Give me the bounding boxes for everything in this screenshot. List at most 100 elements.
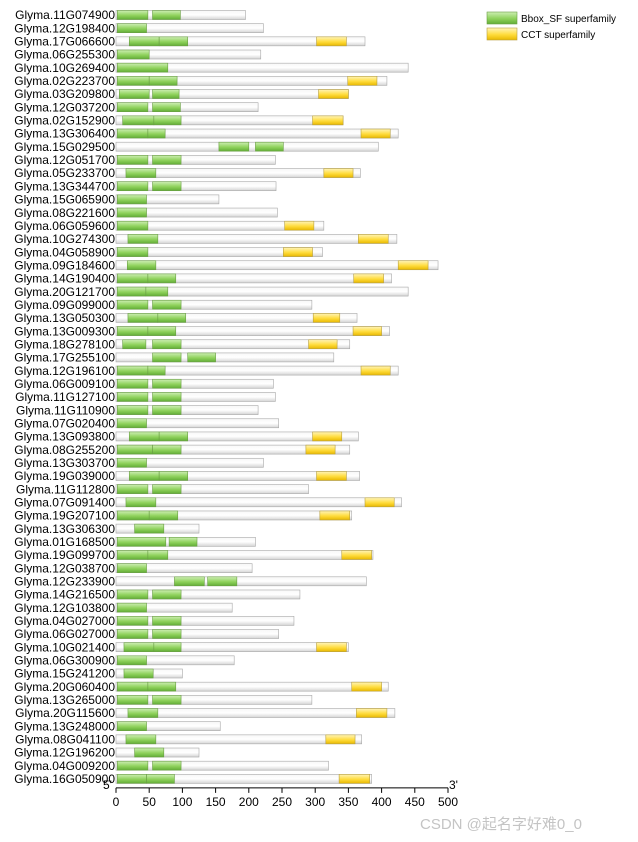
gene-row: Glyma.15G065900 [14,193,220,207]
protein-bar [115,576,367,587]
bbox-domain [152,405,182,415]
protein-bar [115,10,246,20]
protein-bar [115,352,335,363]
cct-domain [351,681,382,692]
gene-row: Glyma.04G027000 [14,614,295,628]
bbox-domain [117,774,147,784]
gene-row: Glyma.18G278100 [14,337,351,351]
gene-row: Glyma.12G198400 [14,21,264,35]
protein-bar [115,616,295,626]
bbox-domain [152,378,182,389]
gene-row: Glyma.05G233700 [14,166,361,180]
bbox-domain [127,234,159,244]
tick-label: 100 [172,795,192,809]
bbox-domain [117,563,147,573]
protein-bar [115,299,313,310]
gene-name: Glyma.05G233700 [14,166,115,180]
gene-row: Glyma.07G091400 [14,495,402,509]
gene-name: Glyma.04G009200 [14,759,115,773]
tick-label: 150 [206,795,226,809]
gene-row: Glyma.15G241200 [14,667,183,681]
legend-swatch-bbox [486,11,518,25]
gene-row: Glyma.06G027000 [14,627,279,641]
gene-row: Glyma.11G074900 [15,8,246,22]
cct-domain [318,89,349,99]
gene-row: Glyma.12G196100 [14,364,399,378]
gene-row: Glyma.06G009100 [14,377,274,391]
bbox-domain [117,392,149,402]
bbox-domain [152,155,182,165]
bbox-domain [152,102,181,112]
gene-row: Glyma.13G050300 [14,311,358,325]
tick-label: 300 [305,795,325,809]
gene-row: Glyma.10G021400 [14,640,349,654]
bbox-domain [117,23,147,33]
bbox-domain [152,629,182,639]
gene-name: Glyma.19G207100 [14,509,115,523]
gene-name: Glyma.03G209800 [14,87,115,101]
bbox-domain [117,655,147,666]
gene-row: Glyma.09G184600 [14,258,439,272]
gene-name: Glyma.13G306400 [14,127,115,141]
gene-name: Glyma.13G303700 [14,456,115,470]
gene-name: Glyma.10G021400 [14,640,115,654]
tick-label: 200 [239,795,259,809]
legend-label-bbox: Bbox_SF superfamily [521,14,616,25]
bbox-domain [158,471,189,481]
cct-domain [305,444,336,455]
gene-name: Glyma.13G093800 [14,430,115,444]
bbox-domain [134,747,165,758]
gene-row: Glyma.07G020400 [14,416,279,430]
bbox-domain [117,629,149,639]
gene-row: Glyma.02G223700 [14,74,388,88]
gene-name: Glyma.10G269400 [14,61,115,75]
protein-bar [115,681,389,692]
bbox-domain [147,128,166,139]
gene-name: Glyma.07G091400 [14,495,115,509]
gene-row: Glyma.01G168500 [14,535,256,549]
legend: Bbox_SF superfamily CCT superfamily [486,11,616,41]
bbox-domain [128,471,160,481]
gene-row: Glyma.19G039000 [14,469,360,483]
watermark: CSDN @起名字好难0_0 [420,816,582,833]
protein-bar [115,128,399,139]
bbox-domain [147,326,177,336]
gene-name: Glyma.12G196100 [14,364,115,378]
bbox-domain [152,89,180,99]
protein-bar [115,273,392,284]
bbox-domain [153,642,182,652]
gene-name: Glyma.12G037200 [14,100,115,114]
bbox-domain [117,589,149,600]
bbox-domain [117,220,149,231]
bbox-domain [174,576,205,587]
bbox-domain [117,418,147,429]
gene-row: Glyma.06G300900 [14,654,235,668]
protein-bar [115,721,221,731]
bbox-domain [127,313,159,323]
protein-bar [115,563,253,573]
protein-bar [115,392,276,402]
cct-domain [347,76,378,86]
gene-name: Glyma.13G009300 [14,324,115,338]
protein-bar [115,457,264,468]
cct-domain [319,510,351,521]
bbox-domain [117,484,149,494]
protein-bar [115,365,399,376]
cct-domain [360,128,391,139]
gene-name: Glyma.12G196200 [14,746,115,760]
bbox-domain [125,497,157,508]
gene-name: Glyma.12G233900 [14,575,115,589]
protein-bar [115,89,349,99]
bbox-domain [117,62,169,73]
protein-bar [115,168,361,178]
bbox-domain [158,36,189,47]
bbox-domain [119,89,150,99]
bbox-domain [152,339,182,350]
protein-bar [115,339,351,350]
gene-name: Glyma.20G121700 [14,285,115,299]
gene-row: Glyma.13G306300 [14,522,200,536]
bbox-domain [122,339,147,350]
cct-domain [316,642,347,652]
gene-row: Glyma.20G060400 [14,680,389,694]
gene-name: Glyma.11G110900 [16,403,115,417]
